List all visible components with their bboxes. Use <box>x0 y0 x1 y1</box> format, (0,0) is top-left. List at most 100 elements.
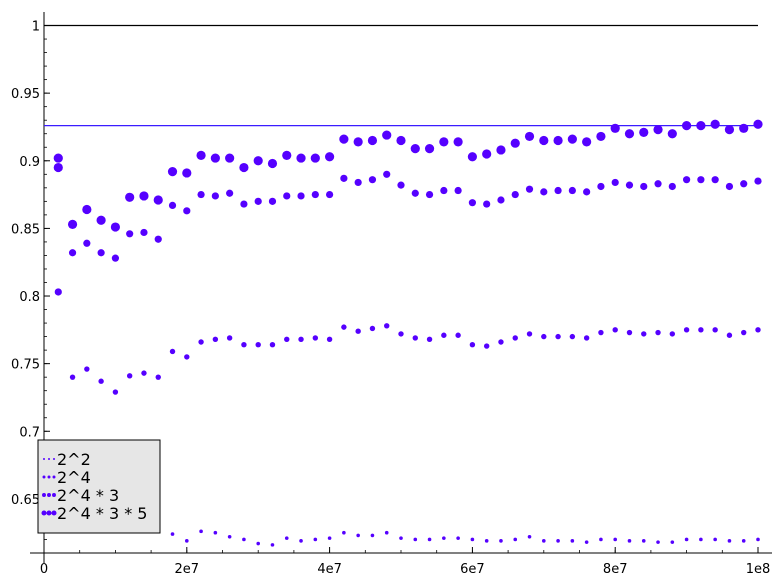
y-tick-label: 0.9 <box>19 155 40 170</box>
data-point <box>442 536 446 540</box>
legend-box <box>37 439 161 534</box>
x-tick-label: 6e7 <box>460 562 485 577</box>
data-point <box>683 176 691 184</box>
data-point <box>454 186 462 195</box>
data-point <box>455 332 461 338</box>
data-point <box>641 539 646 543</box>
data-point <box>425 190 434 199</box>
data-point <box>168 201 177 210</box>
data-point <box>655 329 661 336</box>
data-point <box>524 131 535 142</box>
data-point <box>542 539 546 543</box>
data-point <box>254 197 262 205</box>
data-point <box>441 332 447 338</box>
data-point <box>267 158 278 169</box>
data-point <box>511 190 519 199</box>
data-point <box>483 200 491 208</box>
data-point <box>641 331 647 337</box>
data-point <box>439 137 449 147</box>
x-tick-label: 0 <box>40 562 48 577</box>
data-point <box>239 162 249 173</box>
data-point <box>726 332 733 338</box>
data-point <box>626 329 633 336</box>
data-point <box>198 339 204 345</box>
data-point <box>269 342 276 348</box>
data-point <box>210 153 220 163</box>
data-point <box>710 119 720 129</box>
data-point <box>253 156 263 166</box>
data-point <box>596 131 606 142</box>
data-point <box>396 135 406 146</box>
data-point <box>299 539 303 543</box>
legend-marker <box>47 475 51 479</box>
data-point <box>297 192 305 200</box>
data-point <box>383 170 391 178</box>
data-point <box>582 137 592 147</box>
data-point <box>597 182 605 191</box>
legend-marker <box>51 510 57 516</box>
data-point <box>527 534 532 539</box>
data-point <box>312 335 319 341</box>
legend-label: 2^4 <box>57 468 91 487</box>
data-point <box>668 182 676 191</box>
axes: 0.65 0.7 0.75 0.8 0.85 0.9 0.95 1 0 2e7 4e7 6e7 8e7 1… <box>11 12 772 577</box>
y-tick-label: 1 <box>32 20 40 35</box>
data-point <box>67 219 78 229</box>
data-point <box>711 176 719 184</box>
data-point <box>510 138 520 148</box>
data-point <box>184 354 190 360</box>
data-point <box>369 325 376 332</box>
data-point <box>426 336 433 343</box>
data-point <box>284 536 289 540</box>
data-point <box>610 123 620 133</box>
data-point <box>496 145 506 155</box>
data-point <box>226 189 234 197</box>
data-point <box>242 537 246 542</box>
data-point <box>83 239 91 247</box>
data-point <box>326 336 333 343</box>
data-point <box>740 180 748 188</box>
data-point <box>256 541 261 546</box>
data-point <box>110 222 120 232</box>
series-2-2 <box>170 529 760 547</box>
data-point <box>712 327 718 333</box>
data-point <box>670 540 675 544</box>
legend-label: 2^4 * 3 <box>57 486 119 505</box>
data-point <box>241 342 247 348</box>
y-tick-label: 0.8 <box>19 290 40 305</box>
data-point <box>613 537 617 542</box>
data-point <box>627 539 632 543</box>
data-point <box>154 235 162 243</box>
data-point <box>755 327 761 333</box>
data-point <box>97 249 105 257</box>
data-point <box>611 178 619 187</box>
data-point <box>411 189 419 197</box>
data-point <box>654 180 662 188</box>
data-point <box>583 335 590 341</box>
data-point <box>398 331 404 337</box>
data-point <box>540 188 548 196</box>
data-point <box>140 228 148 237</box>
data-point <box>356 533 360 538</box>
x-tick-label: 1e8 <box>746 562 771 577</box>
data-point <box>155 374 161 380</box>
data-point <box>399 536 403 540</box>
data-point <box>656 540 660 544</box>
data-point <box>69 374 76 380</box>
data-point <box>456 536 460 540</box>
data-point <box>296 153 306 163</box>
data-point <box>482 149 492 159</box>
data-point <box>282 150 292 160</box>
data-point <box>599 537 603 542</box>
data-point <box>341 324 347 330</box>
data-point <box>412 335 418 341</box>
data-point <box>567 134 577 144</box>
data-point <box>525 185 534 193</box>
data-point <box>739 123 749 133</box>
data-point <box>84 366 90 372</box>
data-point <box>199 529 203 534</box>
data-point <box>212 336 219 343</box>
data-point <box>255 342 261 348</box>
data-point <box>468 199 476 207</box>
